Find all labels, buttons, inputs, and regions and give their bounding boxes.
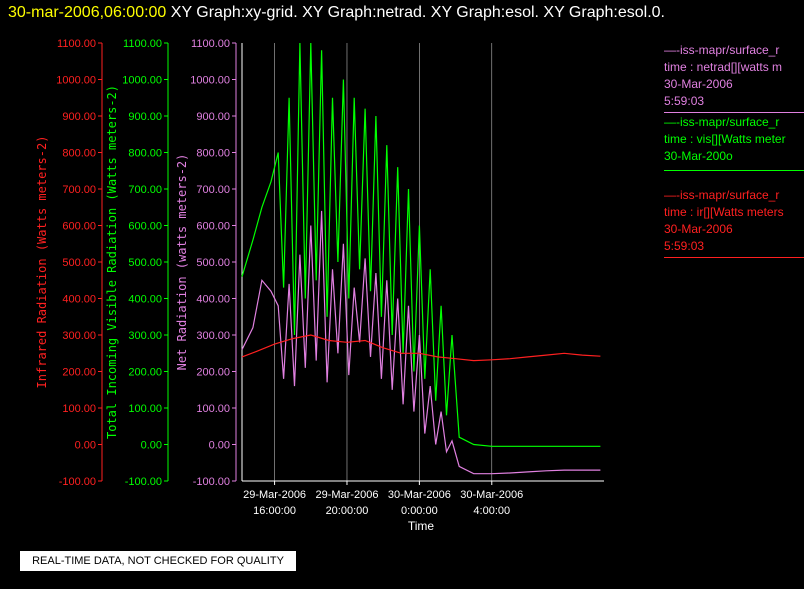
infrared-tick-label: 900.00 [62, 111, 96, 123]
net-tick-label: -100.00 [193, 476, 230, 488]
title-timestamp: 30-mar-2006,06:00:00 [8, 4, 167, 21]
visible-tick-label: 600.00 [128, 221, 162, 233]
infrared-tick-label: 300.00 [62, 330, 96, 342]
visible-tick-label: 700.00 [128, 184, 162, 196]
net-tick-label: 0.00 [209, 440, 230, 452]
legend-net-line-2: time : netrad[][watts m [664, 60, 783, 74]
net-tick-label: 600.00 [196, 221, 230, 233]
x-tick-label-date: 29-Mar-2006 [243, 489, 306, 501]
legend-ir-line-4: 5:59:03 [664, 239, 705, 253]
legend-net-radiation: —-iss-mapr/surface_r time : netrad[][wat… [664, 42, 804, 113]
net-tick-label: 400.00 [196, 294, 230, 306]
legend-visible-radiation: —-iss-mapr/surface_r time : vis[][Watts … [664, 114, 804, 171]
x-tick-label-time: 4:00:00 [473, 505, 510, 517]
infrared-tick-label: 1000.00 [56, 75, 96, 87]
x-tick-label-time: 0:00:00 [401, 505, 438, 517]
net-tick-label: 100.00 [196, 403, 230, 415]
infrared-tick-label: 100.00 [62, 403, 96, 415]
infrared-tick-label: 400.00 [62, 294, 96, 306]
legend-vis-line-1: —-iss-mapr/surface_r [664, 115, 780, 129]
infrared-tick-label: 600.00 [62, 221, 96, 233]
infrared-tick-label: 0.00 [75, 440, 96, 452]
net-tick-label: 1000.00 [190, 75, 230, 87]
visible-tick-label: 500.00 [128, 257, 162, 269]
legend-net-line-1: —-iss-mapr/surface_r [664, 43, 780, 57]
net-axis-label: Net Radiation (watts meters-2) [175, 154, 189, 371]
infrared-tick-label: 200.00 [62, 367, 96, 379]
legend-ir-line-3: 30-Mar-2006 [664, 222, 733, 236]
visible-tick-label: -100.00 [125, 476, 162, 488]
net-tick-label: 700.00 [196, 184, 230, 196]
infrared-tick-label: 500.00 [62, 257, 96, 269]
net-radiation-line [241, 210, 601, 475]
legend-vis-line-2: time : vis[][Watts meter [664, 132, 786, 146]
legend-infrared-radiation: —-iss-mapr/surface_r time : ir[][Watts m… [664, 187, 804, 258]
net-tick-label: 1100.00 [191, 38, 230, 50]
visible-tick-label: 100.00 [128, 403, 162, 415]
infrared-axis-label: Infrared Radiation (Watts meters-2) [35, 136, 49, 389]
x-axis-label: Time [408, 519, 435, 533]
x-tick-label-time: 16:00:00 [253, 505, 296, 517]
legend-ir-line-2: time : ir[][Watts meters [664, 205, 784, 219]
infrared-tick-label: 1100.00 [57, 38, 96, 50]
visible-tick-label: 0.00 [141, 440, 162, 452]
infrared-tick-label: -100.00 [59, 476, 96, 488]
legend-net-line-3: 30-Mar-2006 [664, 77, 733, 91]
visible-tick-label: 900.00 [128, 111, 162, 123]
visible-tick-label: 400.00 [128, 294, 162, 306]
visible-tick-label: 1000.00 [122, 75, 162, 87]
x-tick-label-date: 30-Mar-2006 [460, 489, 523, 501]
visible-tick-label: 800.00 [128, 148, 162, 160]
visible-radiation-line [241, 42, 601, 447]
legend-net-line-4: 5:59:03 [664, 94, 705, 108]
infrared-radiation-line [241, 334, 601, 362]
visible-tick-label: 1100.00 [123, 38, 162, 50]
quality-notice: REAL-TIME DATA, NOT CHECKED FOR QUALITY [20, 551, 296, 571]
visible-tick-label: 300.00 [128, 330, 162, 342]
title-graph-list: XY Graph:xy-grid. XY Graph:netrad. XY Gr… [170, 4, 665, 21]
legend-vis-line-3: 30-Mar-200o [664, 149, 733, 163]
net-tick-label: 300.00 [196, 330, 230, 342]
x-tick-label-time: 20:00:00 [326, 505, 369, 517]
net-tick-label: 200.00 [196, 367, 230, 379]
x-tick-label-date: 30-Mar-2006 [388, 489, 451, 501]
infrared-tick-label: 700.00 [62, 184, 96, 196]
graph-title: 30-mar-2006,06:00:00 XY Graph:xy-grid. X… [8, 4, 665, 22]
net-tick-label: 500.00 [196, 257, 230, 269]
visible-axis-label: Total Incoming Visible Radiation (Watts … [105, 85, 119, 439]
infrared-tick-label: 800.00 [62, 148, 96, 160]
visible-tick-label: 200.00 [128, 367, 162, 379]
x-tick-label-date: 29-Mar-2006 [315, 489, 378, 501]
legend-ir-line-1: —-iss-mapr/surface_r [664, 188, 780, 202]
net-tick-label: 800.00 [196, 148, 230, 160]
net-tick-label: 900.00 [196, 111, 230, 123]
